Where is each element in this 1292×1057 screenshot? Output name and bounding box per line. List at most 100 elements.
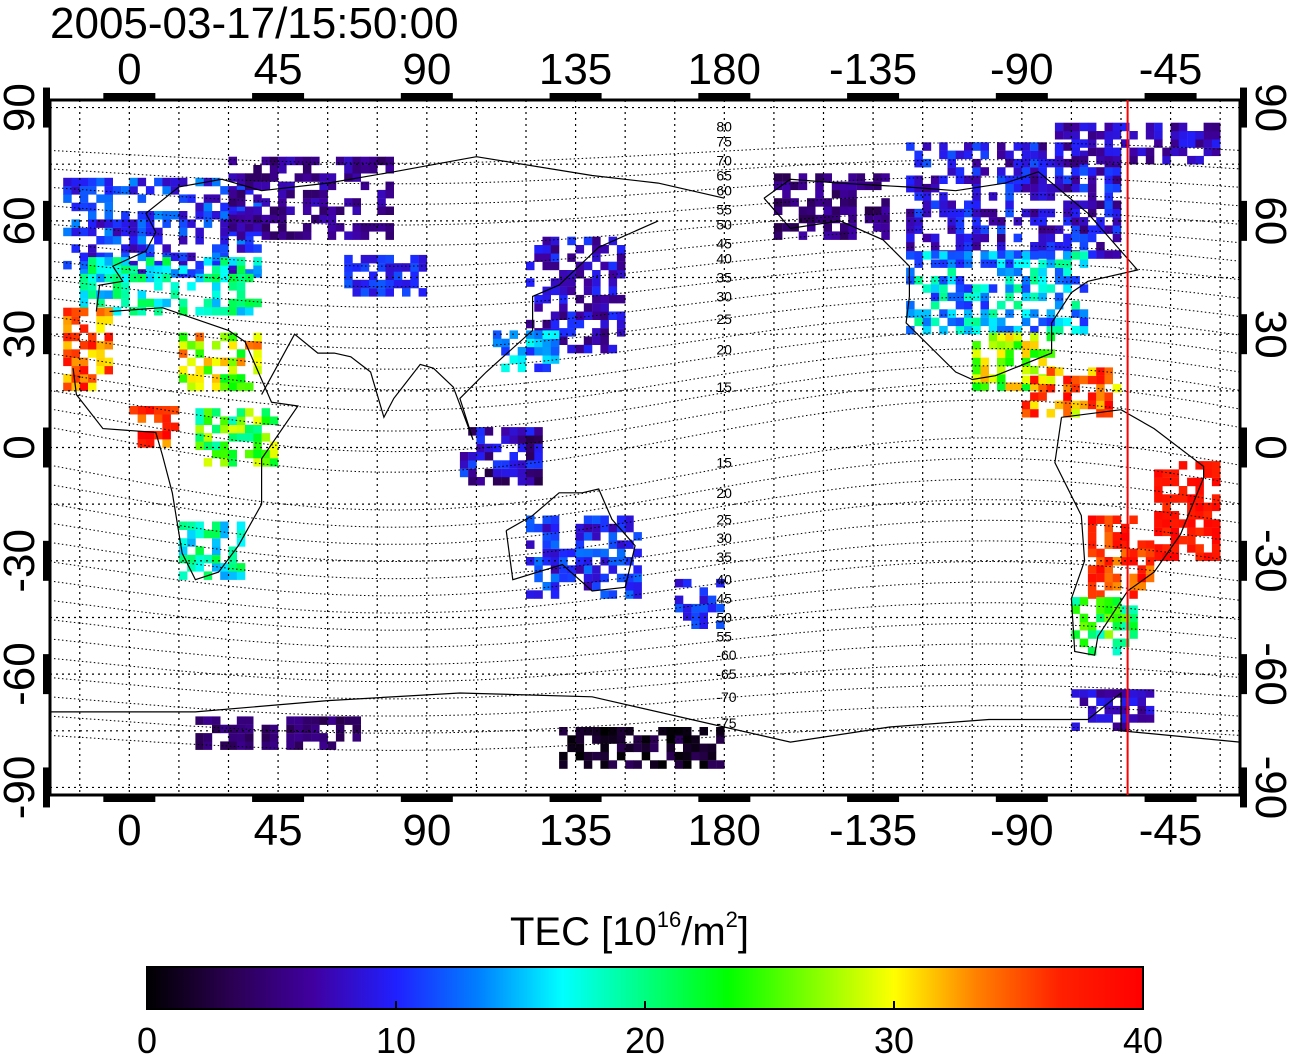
tec-pixel [361, 255, 370, 264]
tec-pixel [1212, 553, 1221, 562]
tec-pixel [799, 215, 808, 224]
tec-pixel [617, 320, 626, 329]
tec-pixel [220, 571, 229, 580]
tec-pixel [609, 295, 618, 304]
tec-pixel [526, 427, 535, 436]
tec-pixel [80, 341, 89, 350]
tec-pixel [295, 231, 304, 240]
lon-label-top: -45 [1139, 45, 1203, 94]
tec-pixel [493, 469, 502, 478]
tec-pixel [948, 225, 957, 234]
tec-pixel [799, 207, 808, 216]
tec-pixel [129, 406, 138, 415]
tec-pixel [1038, 234, 1047, 243]
tec-pixel [237, 265, 246, 274]
tec-pixel [212, 282, 221, 291]
tec-pixel [105, 341, 114, 350]
tec-pixel [361, 182, 370, 191]
tec-pixel [253, 349, 261, 358]
tec-pixel [328, 716, 337, 725]
tec-pixel [617, 245, 626, 254]
magnetic-latitude-label: 80 [716, 118, 732, 134]
lat-tick-mark-right [1240, 428, 1247, 468]
tec-pixel [1162, 478, 1171, 487]
tec-pixel [774, 223, 783, 232]
tec-pixel [543, 262, 552, 271]
tec-pixel [229, 571, 238, 580]
tec-pixel [592, 735, 601, 744]
tec-pixel [559, 312, 568, 321]
tec-pixel [1022, 284, 1031, 293]
tec-pixel [63, 178, 71, 187]
tec-pixel [377, 198, 386, 207]
tec-pixel [592, 549, 601, 558]
tec-pixel [96, 265, 105, 274]
tec-pixel [551, 516, 560, 525]
tec-pixel [303, 198, 312, 207]
tec-pixel [551, 540, 560, 549]
tec-pixel [815, 190, 824, 199]
tec-pixel [1204, 503, 1213, 512]
tec-pixel [906, 234, 915, 243]
tec-pixel [534, 477, 543, 486]
tec-pixel [600, 590, 609, 599]
tec-pixel [344, 272, 353, 281]
tec-pixel [534, 364, 543, 373]
magnetic-latitude-label: 25 [716, 311, 732, 327]
tec-pixel [1105, 392, 1114, 401]
tec-pixel [88, 265, 97, 274]
tec-pixel [1030, 349, 1039, 358]
tec-pixel [1080, 251, 1089, 260]
tec-pixel [1055, 301, 1064, 310]
tec-pixel [1005, 284, 1014, 293]
tec-pixel [1038, 184, 1047, 193]
tec-pixel [807, 215, 816, 224]
tec-pixel [154, 211, 163, 220]
tec-pixel [1038, 217, 1047, 226]
tec-pixel [526, 524, 535, 533]
tec-pixel [187, 358, 196, 367]
tec-pixel [1071, 176, 1080, 185]
tec-pixel [1195, 544, 1204, 553]
tec-pixel [609, 540, 618, 549]
tec-pixel [1038, 376, 1047, 385]
tec-pixel [931, 184, 940, 193]
tec-pixel [138, 178, 147, 187]
tec-pixel [1113, 234, 1122, 243]
tec-pixel [1071, 384, 1080, 393]
tec-pixel [609, 565, 618, 574]
tec-pixel [245, 733, 254, 742]
tec-pixel [253, 425, 261, 434]
tec-pixel [353, 207, 362, 216]
tec-pixel [989, 192, 998, 201]
tec-pixel [212, 299, 221, 308]
tec-pixel [179, 341, 188, 350]
colorbar: TEC [1016/m2] 0 10 20 30 40 [137, 907, 1163, 1057]
tec-pixel [270, 417, 279, 426]
tec-pixel [187, 522, 196, 531]
tec-pixel [1154, 511, 1163, 520]
tec-pixel [1154, 478, 1163, 487]
magnetic-latitude-label: 40 [716, 572, 732, 588]
tec-pixel [1212, 478, 1221, 487]
tec-pixel [1038, 318, 1047, 327]
tec-pixel [584, 262, 593, 271]
tec-pixel [245, 223, 254, 232]
tec-pixel [526, 435, 535, 444]
tec-pixel [229, 733, 238, 742]
tec-pixel [262, 173, 271, 182]
tec-pixel [840, 198, 849, 207]
tec-pixel [336, 207, 345, 216]
colorbar-tick-label: 30 [874, 1020, 914, 1057]
tec-pixel [551, 320, 560, 329]
tec-pixel [212, 374, 221, 383]
tec-pixel [1129, 714, 1138, 723]
tec-pixel [187, 374, 196, 383]
tec-pixel [559, 287, 568, 296]
lat-tick-mark-left [43, 428, 50, 468]
tec-pixel [1030, 151, 1039, 160]
tec-pixel [683, 752, 692, 761]
tec-pixel [1022, 366, 1031, 375]
lon-tick-mark-bottom [996, 795, 1048, 802]
magnetic-latitude-label: 50 [716, 217, 732, 233]
